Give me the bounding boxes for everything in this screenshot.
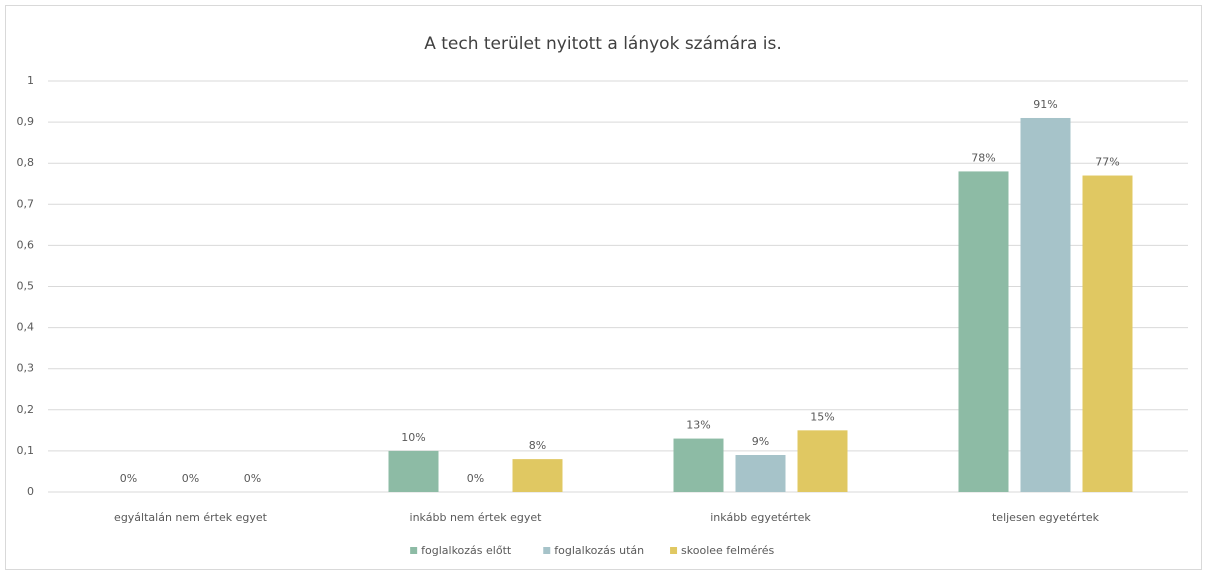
value-label: 91% <box>1033 98 1057 111</box>
y-tick-label: 0,9 <box>17 115 35 128</box>
value-label: 9% <box>752 435 769 448</box>
y-tick-label: 0,3 <box>17 362 35 375</box>
legend-swatch <box>670 547 678 554</box>
y-tick-label: 0,4 <box>17 321 35 334</box>
bar <box>797 430 848 492</box>
bar <box>1020 117 1071 493</box>
value-label: 77% <box>1095 156 1119 169</box>
bar <box>512 459 563 492</box>
bar <box>735 455 786 492</box>
legend-swatch <box>543 547 551 554</box>
bar <box>958 171 1009 493</box>
y-tick-label: 0,7 <box>17 197 35 210</box>
legend-label: foglalkozás után <box>554 544 644 557</box>
x-tick-label: inkább egyetértek <box>710 511 811 524</box>
value-label: 0% <box>120 472 137 485</box>
bar <box>388 450 439 492</box>
chart-title: A tech terület nyitott a lányok számára … <box>424 34 782 54</box>
value-label: 15% <box>810 410 834 423</box>
legend-label: foglalkozás előtt <box>421 544 512 557</box>
y-tick-label: 0,6 <box>17 238 35 251</box>
value-label: 78% <box>971 151 995 164</box>
value-label: 0% <box>467 472 484 485</box>
y-tick-label: 0 <box>27 485 34 498</box>
y-tick-label: 0,1 <box>17 444 35 457</box>
value-label: 10% <box>401 431 425 444</box>
value-label: 8% <box>529 439 546 452</box>
value-label: 13% <box>686 419 710 432</box>
y-tick-label: 1 <box>27 74 34 87</box>
y-tick-label: 0,5 <box>17 280 35 293</box>
legend-label: skoolee felmérés <box>681 544 774 557</box>
x-tick-label: inkább nem értek egyet <box>410 511 543 524</box>
value-label: 0% <box>244 472 261 485</box>
x-tick-label: egyáltalán nem értek egyet <box>114 511 268 524</box>
bar <box>1082 175 1133 492</box>
y-tick-label: 0,2 <box>17 403 35 416</box>
legend-swatch <box>410 547 418 554</box>
value-label: 0% <box>182 472 199 485</box>
y-tick-label: 0,8 <box>17 156 35 169</box>
x-tick-label: teljesen egyetértek <box>992 511 1100 524</box>
bar <box>673 438 724 492</box>
